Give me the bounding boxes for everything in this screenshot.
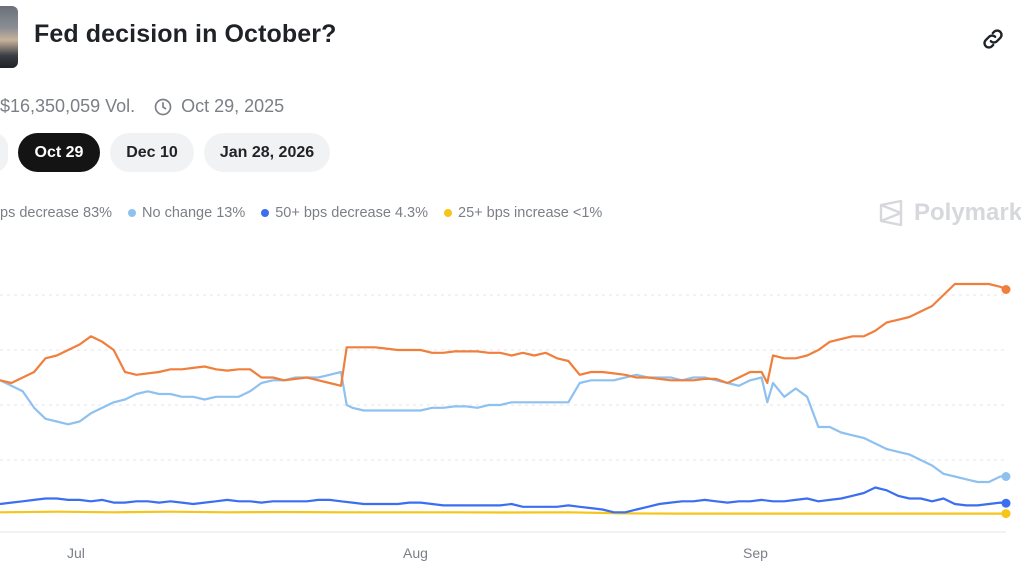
- legend-item: ps decrease 83%: [0, 205, 112, 221]
- legend-label: 50+ bps decrease 4.3%: [275, 205, 428, 221]
- legend-dot: [444, 209, 452, 217]
- legend-label: ps decrease 83%: [0, 205, 113, 221]
- series-end-point: [1001, 472, 1011, 481]
- legend-dot: [128, 209, 137, 217]
- tab-oct-29[interactable]: Oct 29: [18, 133, 100, 172]
- market-avatar: [0, 6, 18, 68]
- market-meta: $16,350,059 Vol. Oct 29, 2025: [0, 96, 284, 117]
- polymarket-logo-icon: [879, 199, 903, 227]
- x-tick-label: Aug: [403, 545, 428, 561]
- link-icon: [983, 29, 1003, 49]
- series-line: [0, 510, 1006, 515]
- tab-previous[interactable]: [0, 133, 8, 172]
- volume-text: $16,350,059 Vol.: [0, 96, 136, 116]
- end-date-text: Oct 29, 2025: [181, 96, 285, 116]
- legend-item: No change 13%: [128, 205, 245, 221]
- series-line: [0, 486, 1007, 514]
- series-end-point: [1001, 285, 1011, 294]
- series-end-point: [1001, 509, 1011, 519]
- price-history-chart: [0, 282, 1011, 533]
- series-end-point: [1001, 498, 1011, 508]
- clock-icon: [153, 97, 173, 117]
- legend-dot: [261, 209, 270, 217]
- tab-jan-28-2026[interactable]: Jan 28, 2026: [204, 133, 330, 172]
- brand-text: Polymark: [914, 199, 1021, 226]
- tab-dec-10[interactable]: Dec 10: [110, 133, 194, 172]
- legend-label: No change 13%: [142, 205, 246, 221]
- legend-label: 25+ bps increase <1%: [458, 205, 603, 221]
- link-button[interactable]: [980, 26, 1006, 52]
- x-tick-label: Jul: [67, 545, 85, 561]
- series-line: [0, 282, 1007, 387]
- page-title: Fed decision in October?: [34, 20, 337, 48]
- chart-legend: ps decrease 83% No change 13% 50+ bps de…: [0, 205, 618, 221]
- x-tick-label: Sep: [743, 545, 768, 561]
- legend-item: 50+ bps decrease 4.3%: [261, 205, 428, 221]
- polymarket-watermark: Polymark: [878, 199, 1021, 227]
- series-line: [0, 370, 1006, 484]
- legend-item: 25+ bps increase <1%: [444, 205, 602, 221]
